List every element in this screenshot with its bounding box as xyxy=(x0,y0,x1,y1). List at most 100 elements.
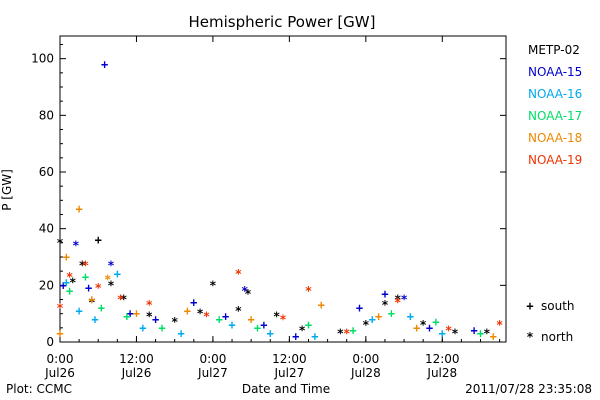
x-tick-label-time: 0:00 xyxy=(199,352,226,366)
data-point-metp-02-north: * xyxy=(197,307,204,321)
data-point-noaa-17-south: + xyxy=(432,315,439,329)
data-point-noaa-19-north: * xyxy=(82,259,89,273)
x-axis-label: Date and Time xyxy=(242,382,330,396)
data-point-noaa-15-south: + xyxy=(471,324,478,338)
x-axis-ticks: 0:00Jul2612:00Jul260:00Jul2712:00Jul270:… xyxy=(44,36,501,380)
legend-entry-noaa-17: NOAA-17 xyxy=(528,109,582,123)
data-point-noaa-16-south: + xyxy=(139,321,146,335)
data-point-metp-02-north: * xyxy=(107,278,114,292)
data-point-noaa-17-south: + xyxy=(123,310,130,324)
data-point-noaa-19-north: * xyxy=(343,327,350,341)
x-tick-label-time: 0:00 xyxy=(352,352,379,366)
data-point-noaa-15-north: * xyxy=(400,293,407,307)
data-point-noaa-15-south: + xyxy=(381,287,388,301)
data-point-noaa-16-south: + xyxy=(63,276,70,290)
data-point-noaa-15-south: + xyxy=(260,318,267,332)
data-point-metp-02-north: * xyxy=(120,293,127,307)
marker-legend-label-south: south xyxy=(541,299,575,313)
series-legend: METP-02 NOAA-15 NOAA-16 NOAA-17 NOAA-18 NOAA-… xyxy=(528,43,582,167)
data-point-noaa-19-north: * xyxy=(496,318,503,332)
data-point-noaa-15-north: * xyxy=(72,239,79,253)
data-point-noaa-17-south: + xyxy=(477,327,484,341)
data-point-noaa-16-south: + xyxy=(75,304,82,318)
plot-frame xyxy=(59,35,507,343)
x-tick-label-time: 12:00 xyxy=(119,352,154,366)
x-tick-label-date: Jul28 xyxy=(350,366,381,380)
data-point-metp-02-north: * xyxy=(337,327,344,341)
plot-area-border xyxy=(59,35,507,343)
data-point-noaa-15-south: + xyxy=(426,321,433,335)
data-point-noaa-15-south: + xyxy=(222,310,229,324)
data-point-noaa-15-south: + xyxy=(152,312,159,326)
data-point-noaa-17-south: + xyxy=(388,307,395,321)
legend-entry-metp-02: METP-02 xyxy=(528,43,580,57)
data-point-noaa-15-south: + xyxy=(292,329,299,343)
data-point-metp-02-north: * xyxy=(394,293,401,307)
y-tick-label: 60 xyxy=(39,165,54,179)
data-point-noaa-16-south: + xyxy=(114,267,121,281)
legend-entry-noaa-15: NOAA-15 xyxy=(528,65,582,79)
data-point-metp-02-north: * xyxy=(381,298,388,312)
footer-credit: Plot: CCMC xyxy=(6,382,72,396)
data-point-metp-02-north: * xyxy=(88,295,95,309)
data-point-noaa-19-north: * xyxy=(445,324,452,338)
legend-entry-noaa-18: NOAA-18 xyxy=(528,131,582,145)
data-point-metp-02-north: * xyxy=(483,327,490,341)
data-point-noaa-19-north: * xyxy=(203,310,210,324)
chart-title: Hemispheric Power [GW] xyxy=(189,13,376,31)
y-tick-label: 80 xyxy=(39,108,54,122)
x-tick-label-date: Jul26 xyxy=(121,366,152,380)
data-point-noaa-15-north: * xyxy=(241,284,248,298)
data-point-metp-02-north: * xyxy=(451,327,458,341)
data-point-noaa-19-north: * xyxy=(117,293,124,307)
data-point-metp-02-north: * xyxy=(420,318,427,332)
y-tick-label: 100 xyxy=(31,52,54,66)
data-point-noaa-16-south: + xyxy=(369,312,376,326)
data-point-noaa-17-south: + xyxy=(254,321,261,335)
data-point-noaa-19-north: * xyxy=(305,284,312,298)
data-point-metp-02-north: * xyxy=(146,310,153,324)
x-tick-label-time: 0:00 xyxy=(47,352,74,366)
data-point-noaa-16-south: + xyxy=(439,327,446,341)
y-tick-label: 0 xyxy=(46,335,54,349)
legend-entry-noaa-16: NOAA-16 xyxy=(528,87,582,101)
data-point-noaa-15-south: + xyxy=(60,278,67,292)
data-point-noaa-15-north: * xyxy=(107,259,114,273)
data-point-noaa-17-south: + xyxy=(305,318,312,332)
data-point-noaa-15-south: + xyxy=(101,57,108,71)
y-tick-label: 40 xyxy=(39,222,54,236)
data-point-noaa-18-north: * xyxy=(104,273,111,287)
data-point-noaa-17-south: + xyxy=(66,284,73,298)
data-point-noaa-19-north: * xyxy=(279,312,286,326)
data-point-noaa-19-north: * xyxy=(394,295,401,309)
data-point-metp-02-north: * xyxy=(209,278,216,292)
data-point-metp-02-south: + xyxy=(95,233,102,247)
x-tick-label-date: Jul27 xyxy=(273,366,304,380)
data-point-noaa-18-south: + xyxy=(133,307,140,321)
y-tick-label: 20 xyxy=(39,278,54,292)
data-point-noaa-18-south: + xyxy=(375,310,382,324)
data-point-noaa-16-south: + xyxy=(228,318,235,332)
footer-timestamp: 2011/07/28 23:35:08 xyxy=(465,382,592,396)
data-point-metp-02-north: * xyxy=(244,287,251,301)
data-point-noaa-16-south: + xyxy=(177,327,184,341)
data-point-noaa-17-south: + xyxy=(82,270,89,284)
data-point-noaa-15-south: + xyxy=(356,301,363,315)
data-point-noaa-16-south: + xyxy=(311,329,318,343)
data-point-metp-02-north: * xyxy=(298,324,305,338)
data-point-noaa-18-south: + xyxy=(184,304,191,318)
data-point-noaa-18-south: + xyxy=(56,327,63,341)
data-point-metp-02-north: * xyxy=(171,315,178,329)
data-point-noaa-15-south: + xyxy=(190,295,197,309)
data-point-noaa-18-south: + xyxy=(63,250,70,264)
legend-entry-noaa-19: NOAA-19 xyxy=(528,153,582,167)
data-point-noaa-19-north: * xyxy=(146,298,153,312)
data-point-noaa-19-north: * xyxy=(95,281,102,295)
x-tick-label-time: 12:00 xyxy=(272,352,307,366)
data-point-noaa-16-south: + xyxy=(407,310,414,324)
data-point-noaa-19-north: * xyxy=(56,301,63,315)
data-point-metp-02-north: * xyxy=(235,304,242,318)
data-point-noaa-17-south: + xyxy=(216,312,223,326)
data-point-metp-02-north: * xyxy=(273,310,280,324)
x-tick-label-date: Jul26 xyxy=(44,366,75,380)
